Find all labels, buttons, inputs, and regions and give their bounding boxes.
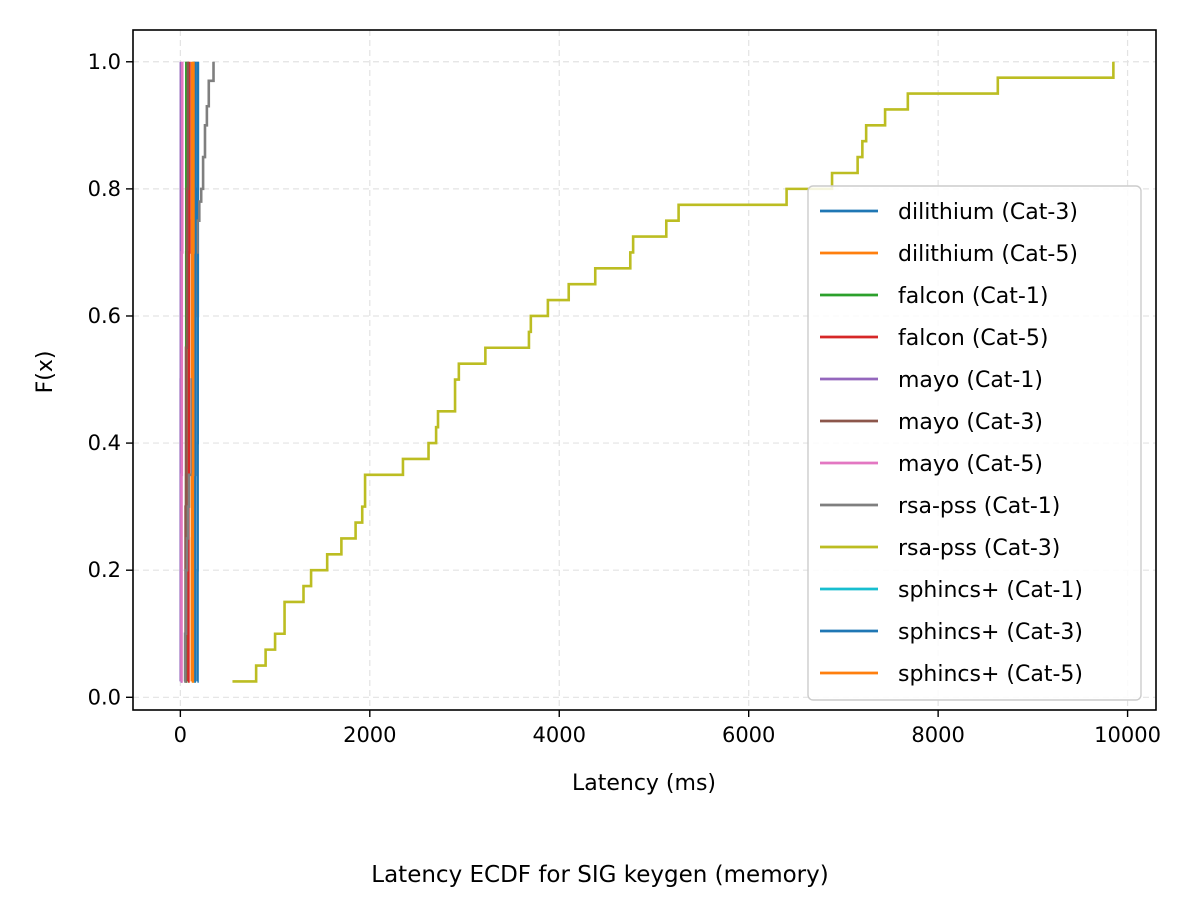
- series-line-8: [232, 61, 1115, 683]
- series-line-6: [180, 61, 184, 683]
- y-axis-label: F(x): [33, 351, 58, 394]
- y-tick-label: 0.4: [88, 431, 121, 455]
- legend-label: sphincs+ (Cat-1): [898, 578, 1083, 603]
- legend-label: rsa-pss (Cat-3): [898, 536, 1060, 561]
- legend-label: sphincs+ (Cat-5): [898, 662, 1083, 687]
- legend-label: sphincs+ (Cat-3): [898, 620, 1083, 645]
- legend-label: mayo (Cat-5): [898, 452, 1043, 477]
- legend-label: dilithium (Cat-3): [898, 200, 1078, 225]
- x-tick-label: 8000: [911, 723, 964, 747]
- x-tick-label: 0: [174, 723, 187, 747]
- legend-box: [807, 185, 1142, 701]
- x-tick-label: 2000: [343, 723, 396, 747]
- axes-frame: [132, 29, 1157, 711]
- y-tick-label: 0.2: [88, 558, 121, 582]
- y-tick-label: 0.0: [88, 685, 121, 709]
- x-tick-label: 4000: [533, 723, 586, 747]
- y-ticks: 0.0 0.2 0.4 0.6 0.8 1.0: [88, 50, 133, 709]
- figure-caption: Latency ECDF for SIG keygen (memory): [371, 862, 829, 888]
- x-axis-label: Latency (ms): [572, 771, 716, 796]
- legend-label: mayo (Cat-1): [898, 368, 1043, 393]
- legend-label: falcon (Cat-5): [898, 326, 1048, 351]
- x-ticks: 0 2000 4000 6000 8000 10000: [174, 710, 1161, 747]
- y-tick-label: 0.8: [88, 177, 121, 201]
- y-tick-label: 0.6: [88, 304, 121, 328]
- series-line-11: [191, 61, 195, 683]
- legend-label: dilithium (Cat-5): [898, 242, 1078, 267]
- x-tick-label: 10000: [1094, 723, 1161, 747]
- legend-label: rsa-pss (Cat-1): [898, 494, 1060, 519]
- series-line-10: [193, 61, 197, 683]
- legend-label: mayo (Cat-3): [898, 410, 1043, 435]
- legend-label: falcon (Cat-1): [898, 284, 1048, 309]
- plot-area: [179, 61, 1115, 683]
- legend: dilithium (Cat-3) dilithium (Cat-5) falcon…: [807, 185, 1142, 701]
- x-tick-label: 6000: [722, 723, 775, 747]
- y-tick-label: 1.0: [88, 50, 121, 74]
